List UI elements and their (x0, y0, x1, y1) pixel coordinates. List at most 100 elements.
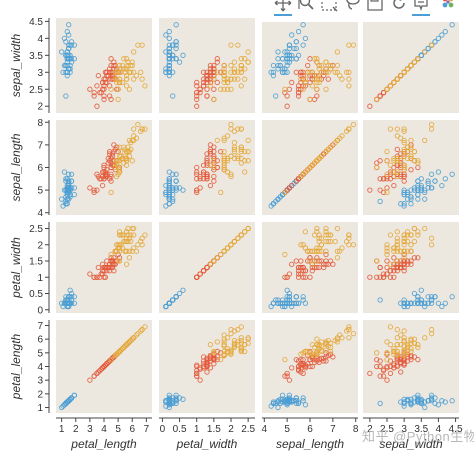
lasso-select-icon[interactable] (344, 0, 362, 12)
point-virginica (238, 232, 244, 238)
point-setosa (67, 52, 73, 58)
point-versicolor (289, 365, 295, 371)
point-virginica (211, 76, 217, 82)
point-virginica (231, 146, 238, 153)
point-virginica (242, 348, 248, 355)
point-virginica (123, 238, 130, 245)
point-virginica (133, 73, 140, 79)
point-virginica (327, 62, 334, 69)
point-virginica (214, 137, 220, 144)
point-versicolor (380, 89, 387, 96)
point-versicolor (102, 76, 109, 82)
point-setosa (170, 69, 176, 75)
point-versicolor (284, 93, 290, 99)
point-setosa (428, 297, 435, 303)
point-virginica (235, 155, 241, 162)
y-tick-label: 1 (37, 273, 43, 284)
point-setosa (418, 300, 424, 306)
point-versicolor (295, 274, 302, 280)
box-select-icon[interactable] (320, 0, 338, 12)
panel-sepal_width-vs-petal_width (159, 18, 255, 113)
point-versicolor (194, 96, 200, 103)
point-versicolor (302, 274, 309, 280)
wheel-zoom-icon[interactable] (298, 0, 316, 12)
x-tick-label: 0 (160, 424, 166, 435)
reset-icon[interactable] (390, 0, 408, 12)
point-versicolor (200, 358, 207, 364)
point-versicolor (111, 255, 117, 261)
point-virginica (242, 229, 248, 235)
y-axis-label: petal_width (9, 237, 23, 299)
point-versicolor (109, 261, 116, 267)
point-virginica (242, 169, 248, 175)
point-versicolor (377, 176, 383, 182)
point-versicolor (94, 83, 100, 89)
point-versicolor (204, 86, 210, 92)
point-setosa (284, 294, 290, 300)
point-versicolor (97, 274, 103, 280)
point-versicolor (401, 261, 407, 267)
point-versicolor (391, 268, 397, 274)
point-virginica (415, 232, 421, 238)
point-virginica (221, 69, 227, 75)
point-versicolor (367, 274, 373, 280)
point-virginica (374, 164, 380, 171)
point-virginica (408, 232, 414, 238)
point-virginica (123, 76, 130, 82)
point-virginica (415, 160, 421, 166)
point-virginica (391, 245, 397, 251)
pan-icon[interactable] (274, 0, 292, 12)
point-setosa (291, 398, 297, 404)
point-versicolor (391, 182, 397, 189)
point-versicolor (289, 79, 295, 86)
point-virginica (411, 340, 418, 346)
point-versicolor (411, 255, 418, 261)
hover-icon[interactable] (412, 0, 430, 12)
point-versicolor (194, 93, 200, 99)
point-setosa (170, 297, 176, 303)
point-versicolor (401, 361, 407, 367)
point-virginica (221, 343, 227, 349)
point-setosa (64, 73, 70, 79)
point-setosa (180, 396, 186, 402)
point-virginica (130, 245, 137, 251)
point-setosa (428, 300, 435, 306)
point-versicolor (197, 271, 203, 277)
point-versicolor (377, 93, 383, 99)
point-versicolor (207, 352, 214, 359)
point-virginica (224, 86, 231, 92)
point-setosa (302, 35, 309, 42)
point-setosa (275, 196, 281, 202)
point-virginica (384, 171, 390, 177)
point-setosa (166, 56, 172, 62)
point-setosa (68, 39, 75, 45)
x-tick-label: 1.5 (207, 424, 221, 435)
point-virginica (121, 344, 127, 350)
point-setosa (284, 396, 290, 402)
point-setosa (404, 398, 411, 404)
point-setosa (71, 392, 78, 398)
point-virginica (428, 242, 435, 248)
point-setosa (422, 303, 428, 310)
point-virginica (350, 331, 357, 337)
bokeh-logo-icon[interactable] (440, 0, 458, 12)
point-virginica (116, 76, 123, 82)
point-virginica (391, 346, 397, 352)
point-virginica (139, 235, 145, 241)
point-virginica (394, 326, 400, 333)
point-versicolor (107, 151, 113, 157)
x-axis-label: sepal_width (379, 437, 443, 451)
point-virginica (115, 158, 121, 164)
save-icon[interactable] (366, 0, 384, 12)
point-setosa (60, 403, 66, 409)
y-tick-label: 8 (37, 118, 43, 129)
point-virginica (242, 66, 248, 72)
point-virginica (411, 225, 418, 232)
point-virginica (394, 229, 400, 235)
point-setosa (66, 22, 72, 28)
point-virginica (115, 86, 121, 92)
point-virginica (387, 232, 394, 238)
point-virginica (394, 348, 400, 355)
point-setosa (170, 56, 176, 62)
point-setosa (300, 42, 306, 48)
